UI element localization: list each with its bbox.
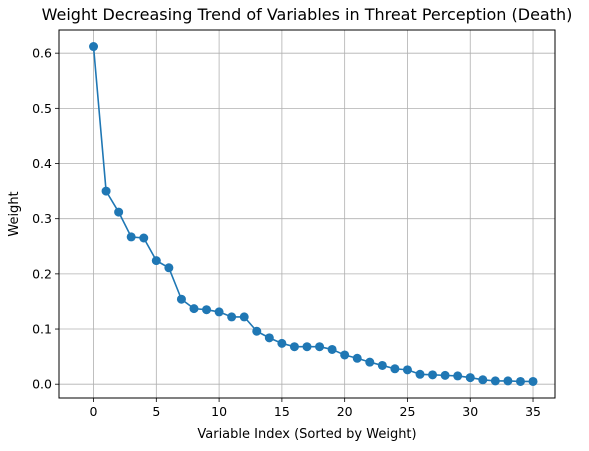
- data-series: [89, 42, 538, 386]
- x-tick-label: 5: [152, 404, 160, 419]
- data-point: [139, 233, 149, 243]
- x-tick-label: 0: [90, 404, 98, 419]
- data-point: [465, 373, 475, 383]
- x-axis-label: Variable Index (Sorted by Weight): [197, 427, 416, 442]
- data-point: [440, 370, 450, 380]
- data-point: [151, 256, 161, 266]
- data-point: [515, 376, 525, 386]
- data-point: [365, 357, 375, 367]
- data-point: [277, 338, 287, 348]
- data-point: [214, 307, 224, 317]
- data-point: [302, 342, 312, 352]
- data-point: [377, 360, 387, 370]
- data-point: [528, 376, 538, 386]
- data-point: [176, 294, 186, 304]
- data-point: [101, 186, 111, 196]
- data-point: [202, 305, 212, 315]
- x-tick-label: 20: [337, 404, 353, 419]
- data-point: [264, 333, 274, 343]
- data-point: [252, 326, 262, 336]
- data-point: [164, 263, 174, 273]
- plot-area-frame: [58, 29, 556, 399]
- data-point: [114, 207, 124, 217]
- y-tick-label: 0.2: [32, 266, 52, 281]
- data-point: [503, 376, 513, 386]
- y-tick-label: 0.1: [32, 322, 52, 337]
- data-point: [315, 342, 325, 352]
- y-tick-label: 0.0: [32, 377, 52, 392]
- x-tick-label: 30: [462, 404, 478, 419]
- x-tick-label: 10: [211, 404, 227, 419]
- chart-title: Weight Decreasing Trend of Variables in …: [42, 5, 573, 24]
- data-point: [490, 376, 500, 386]
- data-point: [126, 232, 136, 242]
- y-tick-label: 0.6: [32, 46, 52, 61]
- data-point: [415, 369, 425, 379]
- data-point: [428, 370, 438, 380]
- data-point: [340, 350, 350, 360]
- y-tick-label: 0.4: [32, 156, 52, 171]
- data-point: [189, 304, 199, 314]
- data-point: [289, 342, 299, 352]
- data-point: [327, 344, 337, 354]
- data-point: [402, 365, 412, 375]
- data-point: [352, 353, 362, 363]
- x-tick-label: 15: [274, 404, 290, 419]
- y-axis-label: Weight: [7, 191, 22, 236]
- axis-ticks: 0 5 10 15 20 25 30 35 0.0 0.1 0.2 0.3 0.4 0.5 0.6: [32, 46, 541, 419]
- data-point: [89, 42, 99, 52]
- x-tick-label: 25: [400, 404, 416, 419]
- y-tick-label: 0.3: [32, 211, 52, 226]
- data-point: [390, 364, 400, 374]
- data-point: [239, 312, 249, 322]
- data-point: [453, 371, 463, 381]
- data-point: [227, 312, 237, 322]
- grid-lines: [59, 30, 555, 398]
- x-tick-label: 35: [525, 404, 541, 419]
- data-point: [478, 375, 488, 385]
- y-tick-label: 0.5: [32, 101, 52, 116]
